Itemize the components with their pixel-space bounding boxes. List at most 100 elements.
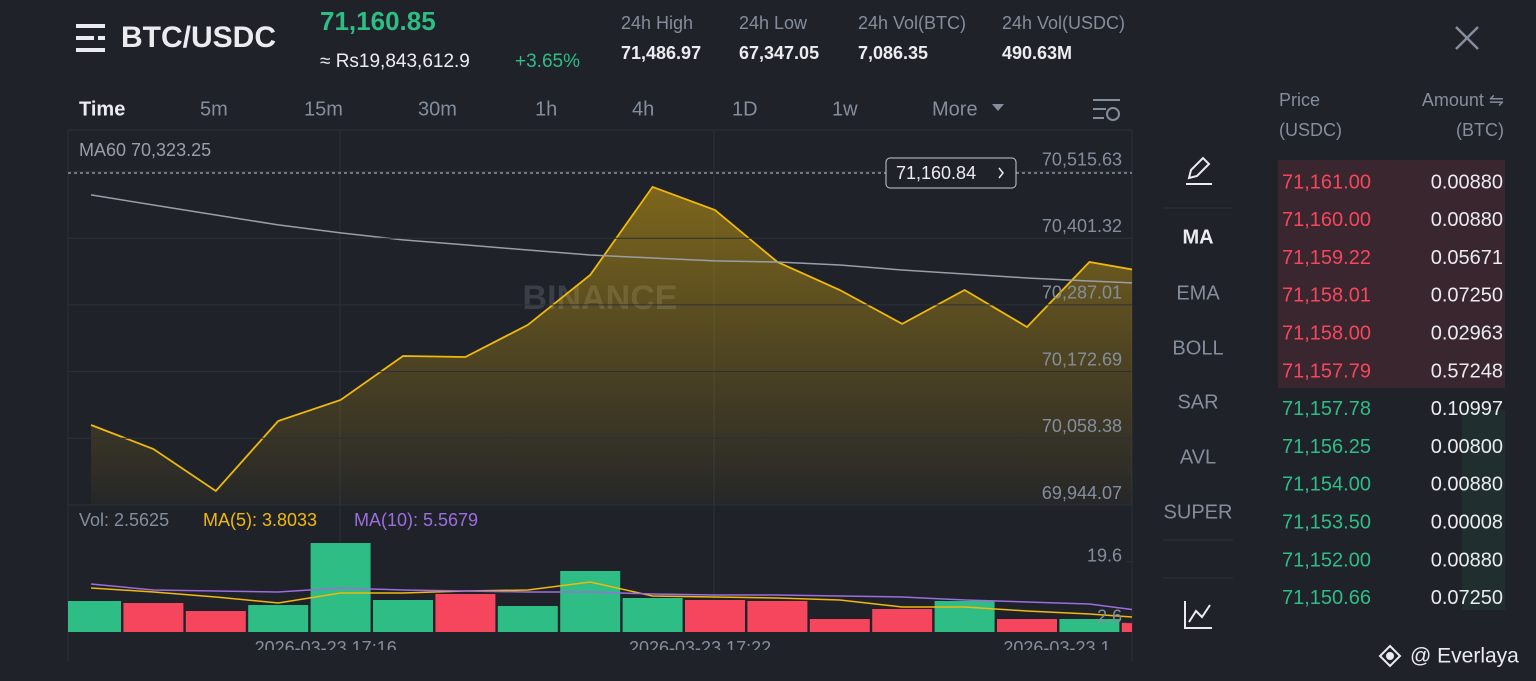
draw-icon[interactable] [1186,156,1212,185]
book-amount[interactable]: 0.07250 [1431,587,1503,609]
book-price[interactable]: 71,161.00 [1282,171,1371,193]
volume-ma-line [90,583,1132,611]
volume-bar [934,600,995,632]
volume-bar [248,605,309,632]
y-tick-label: 2.6 [1097,606,1122,626]
settings-icon[interactable] [1093,99,1120,121]
book-price[interactable]: 71,154.00 [1282,474,1371,496]
indicator-tab[interactable]: SUPER [1164,501,1233,523]
volume-bar [497,605,558,632]
stat-value: 7,086.35 [858,43,928,63]
stat-label: 24h Vol(USDC) [1002,13,1125,33]
book-amount[interactable]: 0.02963 [1431,322,1503,344]
book-amount[interactable]: 0.10997 [1431,398,1503,420]
legend-entry: MA(10): 5.5679 [354,510,478,530]
y-tick-label: 19.6 [1087,545,1122,565]
price-line [90,185,1132,493]
indicator-tab[interactable]: EMA [1176,282,1220,304]
book-price[interactable]: 71,150.66 [1282,587,1371,609]
close-button[interactable] [1455,26,1479,50]
price-header: (USDC) [1279,120,1342,140]
book-amount[interactable]: 0.00008 [1431,511,1503,533]
stat-label: 24h Low [739,13,808,33]
indicator-dividers [1163,207,1233,579]
credit: @ Everlaya [1410,645,1519,668]
indicator-tab[interactable]: AVL [1180,446,1216,468]
interval-tab[interactable]: 1w [832,98,858,120]
interval-tab[interactable]: 30m [418,98,457,120]
legend-entry: MA60 70,323.25 [79,140,211,160]
volume-bar [373,599,433,632]
volume-bar [435,594,496,632]
amount-header: Amount ⇋ [1422,90,1504,110]
book-price[interactable]: 71,152.00 [1282,549,1371,571]
x-axis-labels: 2026-03-23 17:16 2026-03-23 17:22 2026-03-… [255,638,1111,658]
book-price[interactable]: 71,158.00 [1282,322,1371,344]
book-amount[interactable]: 0.07250 [1431,285,1503,307]
indicator-tab[interactable]: MA [1182,226,1213,248]
volume-bar [622,597,683,632]
interval-tab[interactable]: 1D [732,98,758,120]
stat-label: 24h Vol(BTC) [858,13,966,33]
y-tick-label: 70,058.38 [1042,416,1122,436]
menu-icon[interactable] [76,24,105,52]
volume-bar [997,619,1057,632]
interval-tab[interactable]: 15m [304,98,343,120]
price-area [91,186,1132,505]
stat-value: 490.63M [1002,43,1072,63]
volume-bar [185,611,246,632]
book-amount[interactable]: 0.05671 [1431,247,1503,269]
x-tick-label: 2026-03-23 17:16 [255,638,397,658]
y-tick-label: 70,515.63 [1042,149,1122,169]
book-price[interactable]: 71,157.78 [1282,398,1371,420]
ma-line [90,194,1132,284]
chart-icon[interactable] [1184,601,1212,629]
book-amount[interactable]: 0.00880 [1431,209,1503,231]
book-price[interactable]: 71,160.00 [1282,209,1371,231]
book-amount[interactable]: 0.00880 [1431,171,1503,193]
book-amount[interactable]: 0.57248 [1431,360,1503,382]
last-price: 71,160.85 [320,6,436,36]
volume-bar [68,600,121,632]
x-tick-label: 2026-03-23 17:22 [629,638,771,658]
interval-tab[interactable]: 5m [200,98,228,120]
more-caret [992,104,1004,111]
last-price-chevron [998,167,1004,179]
y-tick-label: 70,401.32 [1042,216,1122,236]
y-tick-label: 69,944.07 [1042,483,1122,503]
volume-bar [1059,619,1120,632]
book-price[interactable]: 71,153.50 [1282,511,1371,533]
x-tick-label: 2026-03-23 1 [1003,638,1110,658]
y-tick-label: 70,287.01 [1042,283,1122,303]
ask-depth [1278,160,1505,388]
book-amount[interactable]: 0.00800 [1431,436,1503,458]
stat-value: 67,347.05 [739,43,819,63]
interval-tab[interactable]: 4h [632,98,654,120]
last-price-label: 71,160.84 [896,163,976,183]
interval-tab[interactable]: 1h [535,98,557,120]
book-price[interactable]: 71,156.25 [1282,436,1371,458]
book-amount[interactable]: 0.00880 [1431,474,1503,496]
indicator-tab[interactable]: BOLL [1172,337,1223,359]
book-price[interactable]: 71,157.79 [1282,360,1371,382]
last-price-box [885,157,1017,189]
amount-header: (BTC) [1456,120,1504,140]
volume-bar [123,603,184,632]
plot-area [68,185,1132,632]
indicator-tab[interactable]: SAR [1177,391,1218,413]
interval-tab[interactable]: Time [79,98,125,120]
interval-tab[interactable]: More [932,98,978,120]
book-price[interactable]: 71,158.01 [1282,285,1371,307]
volume-bar [747,600,808,632]
y-tick-label: 70,172.69 [1042,349,1122,369]
legend-entry: Vol: 2.5625 [79,510,169,530]
price-header: Price [1279,90,1320,110]
volume-bar [685,599,745,632]
book-price[interactable]: 71,159.22 [1282,247,1371,269]
change: +3.65% [515,51,580,72]
stat-value: 71,486.97 [621,43,701,63]
volume-bar [560,571,621,632]
volume-bar [872,609,933,632]
book-amount[interactable]: 0.00880 [1431,549,1503,571]
